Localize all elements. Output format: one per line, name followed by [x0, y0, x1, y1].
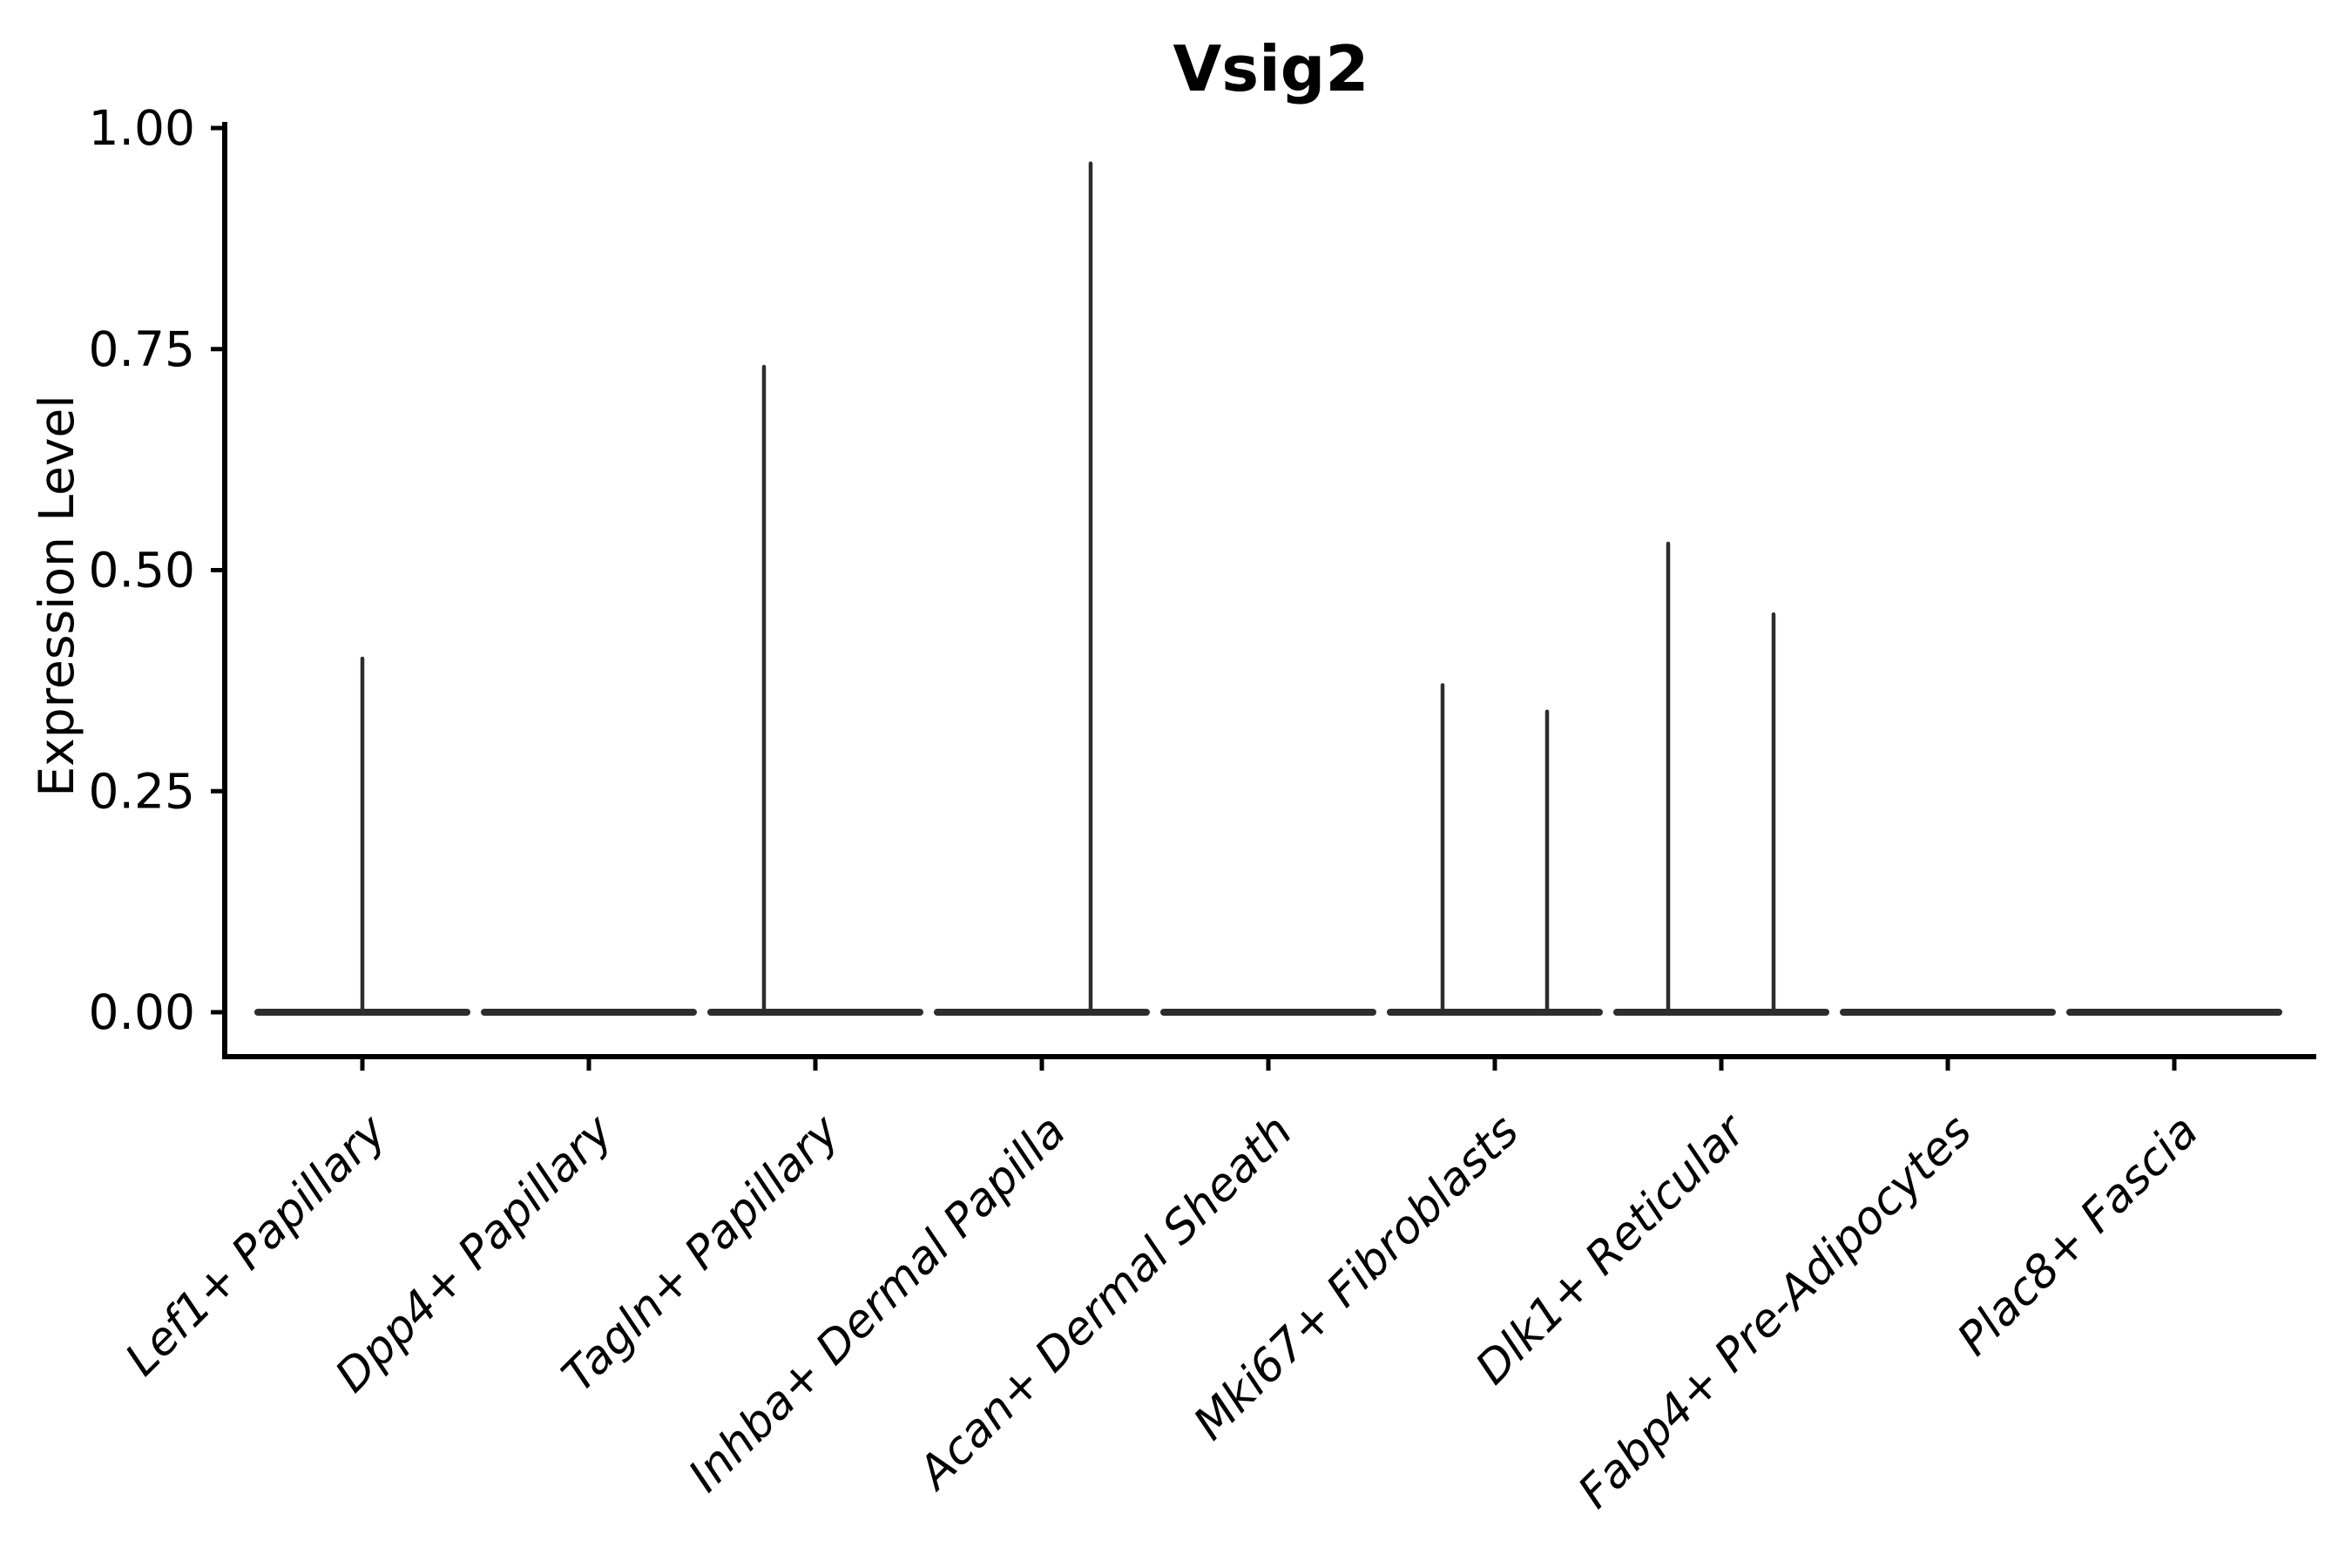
violins-group [254, 161, 2282, 1016]
y-tick-label: 0.00 [89, 984, 195, 1040]
violin [1387, 683, 1603, 1016]
x-tick-label: Fabp4+ Pre-Adipocytes [1569, 1105, 1983, 1519]
violin [1613, 541, 1829, 1016]
y-tick-label: 1.00 [89, 100, 195, 156]
violin [934, 161, 1150, 1016]
y-tick-label: 0.25 [89, 763, 195, 819]
y-tick-label: 0.75 [89, 321, 195, 377]
y-tick-label: 0.50 [89, 543, 195, 598]
x-tick-label: Inhba+ Dermal Papilla [679, 1105, 1076, 1503]
y-axis-label: Expression Level [29, 395, 84, 796]
chart-title: Vsig2 [1173, 32, 1369, 105]
violin [254, 656, 470, 1016]
x-tick-label: Acan+ Dermal Sheath [907, 1105, 1302, 1501]
y-ticks-group: 0.00 0.25 0.50 0.75 1.00 [89, 100, 225, 1040]
x-tick-label: Plac8+ Fascia [1948, 1105, 2208, 1366]
violin [707, 364, 923, 1016]
